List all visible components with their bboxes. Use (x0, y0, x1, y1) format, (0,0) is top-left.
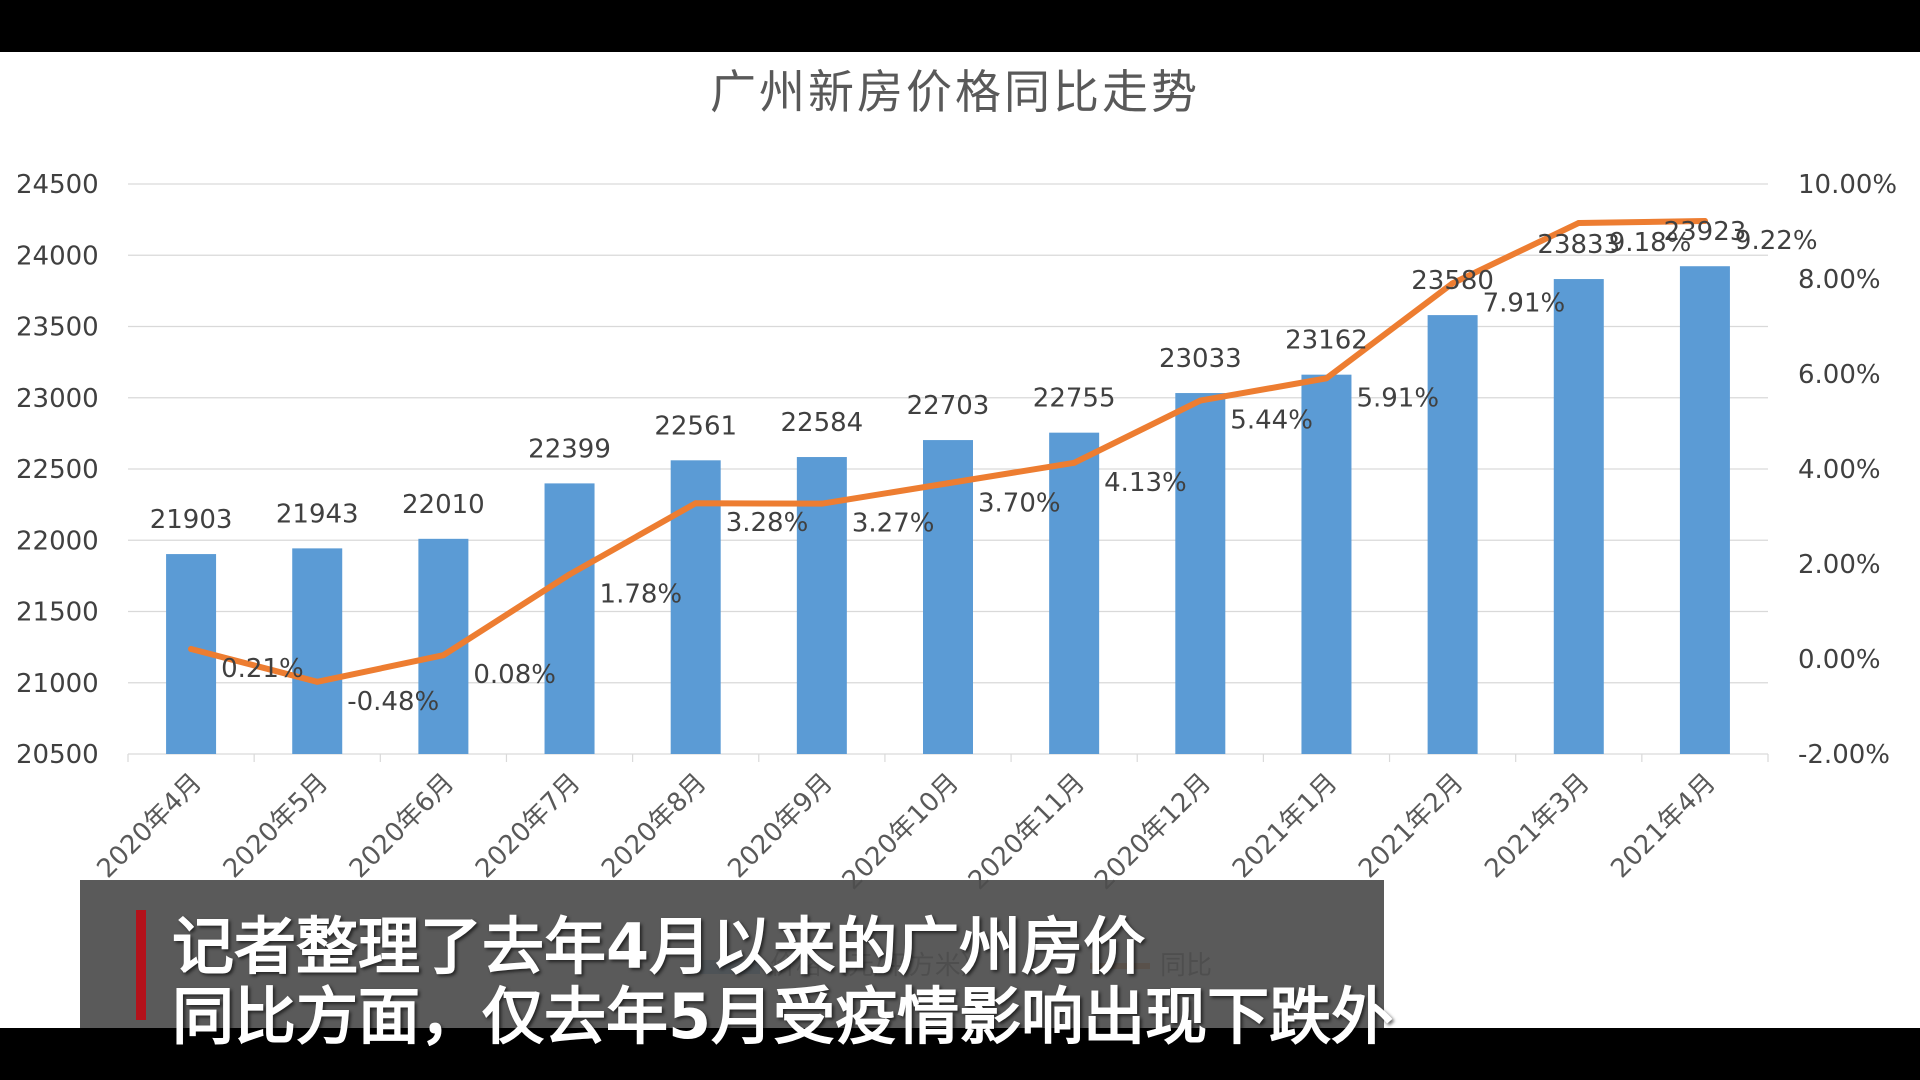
y-left-tick-label: 22500 (16, 455, 99, 485)
line-data-label: 7.91% (1483, 288, 1566, 318)
x-axis-category-label: 2020年9月 (722, 768, 838, 884)
line-data-label: 0.08% (473, 660, 556, 690)
line-point (1575, 219, 1582, 226)
x-axis-category-label: 2020年7月 (470, 768, 586, 884)
line-data-label: 3.27% (852, 509, 935, 539)
y-left-tick-label: 22000 (16, 526, 99, 556)
chart-title: 广州新房价格同比走势 (710, 65, 1200, 119)
subtitle-line-2: 同比方面，仅去年5月受疫情影响出现下跌外 (172, 980, 1394, 1053)
line-data-label: 5.91% (1356, 383, 1439, 413)
y-left-tick-label: 24500 (16, 170, 99, 200)
subtitle-overlay: 记者整理了去年4月以来的广州房价 同比方面，仅去年5月受疫情影响出现下跌外 (80, 880, 1393, 1053)
line-data-label: 9.22% (1735, 226, 1818, 256)
bar-data-label: 21903 (150, 505, 233, 535)
x-axis-category-label: 2021年2月 (1353, 768, 1469, 884)
line-data-label: 3.70% (978, 488, 1061, 518)
x-axis-category-label: 2020年10月 (837, 768, 965, 896)
line-point (692, 500, 699, 507)
line-point (188, 646, 195, 653)
x-axis-category-label: 2020年4月 (92, 768, 208, 884)
subtitle-accent-bar (136, 910, 146, 1020)
y-right-tick-label: 4.00% (1798, 455, 1881, 485)
bar (1553, 279, 1604, 754)
x-axis-category-label: 2020年8月 (596, 768, 712, 884)
line-point (945, 480, 951, 487)
y-left-tick-label: 23500 (16, 313, 99, 343)
y-left-tick-label: 23000 (16, 384, 99, 414)
x-axis-category-label: 2020年12月 (1089, 768, 1217, 896)
line-point (1323, 375, 1330, 382)
line-data-label: 9.18% (1609, 228, 1692, 258)
y-left-tick-label: 21000 (16, 669, 99, 699)
bar-data-label: 22703 (907, 391, 990, 421)
bar-data-label: 23923 (1664, 217, 1747, 247)
y-right-tick-label: -2.00% (1798, 740, 1890, 770)
bar-data-label: 21943 (276, 499, 359, 529)
x-axis-category-label: 2021年3月 (1479, 768, 1595, 884)
y-left-tick-label: 21500 (16, 598, 99, 628)
x-axis-category-label: 2021年4月 (1605, 768, 1721, 884)
y-left-tick-label: 24000 (16, 241, 99, 271)
y-left-tick-label: 20500 (16, 740, 99, 770)
line-point (440, 652, 447, 659)
bar (544, 483, 595, 754)
bar-data-label: 22755 (1033, 384, 1116, 414)
x-axis-category-label: 2020年6月 (344, 768, 460, 884)
bar-data-label: 22010 (402, 490, 485, 520)
line-data-label: 0.21% (221, 654, 304, 684)
chart: 广州新房价格同比走势 24500 24000 23500 23000 22500 22000… (16, 65, 1897, 981)
line-point (1197, 397, 1204, 404)
bar (1679, 266, 1730, 754)
line-point (566, 571, 573, 578)
line-point (1449, 280, 1456, 287)
bar (1427, 315, 1478, 754)
line-point (818, 500, 825, 507)
subtitle-line-1: 记者整理了去年4月以来的广州房价 (172, 910, 1146, 983)
bar-data-label: 23580 (1411, 266, 1494, 296)
x-axis-category-label: 2020年11月 (963, 768, 1091, 896)
bar-data-label: 23833 (1537, 230, 1620, 260)
line-data-label: 1.78% (600, 579, 683, 609)
bar-data-label: 23033 (1159, 344, 1242, 374)
line-point (1071, 459, 1078, 466)
bar-data-label: 22584 (780, 408, 863, 438)
bar (1049, 432, 1100, 754)
bar-data-label: 22399 (528, 434, 611, 464)
y-right-tick-label: 6.00% (1798, 360, 1881, 390)
y-right-tick-label: 8.00% (1798, 265, 1881, 295)
line-data-label: 4.13% (1104, 468, 1187, 498)
line-data-label: -0.48% (347, 687, 439, 717)
bar (923, 440, 973, 754)
y-right-tick-label: 0.00% (1798, 645, 1881, 675)
y-right-tick-label: 10.00% (1798, 170, 1897, 200)
x-axis-category-label: 2020年5月 (218, 768, 334, 884)
line-data-label: 3.28% (726, 508, 809, 538)
line-point (1701, 218, 1708, 225)
bar (1301, 374, 1352, 754)
bar-data-label: 23162 (1285, 326, 1368, 356)
x-axis-category-label: 2021年1月 (1227, 768, 1343, 884)
line-point (314, 678, 321, 685)
bar (1175, 393, 1226, 754)
line-data-label: 5.44% (1230, 406, 1313, 436)
bar (292, 548, 343, 754)
y-right-tick-label: 2.00% (1798, 550, 1881, 580)
bar-data-label: 22561 (654, 411, 737, 441)
